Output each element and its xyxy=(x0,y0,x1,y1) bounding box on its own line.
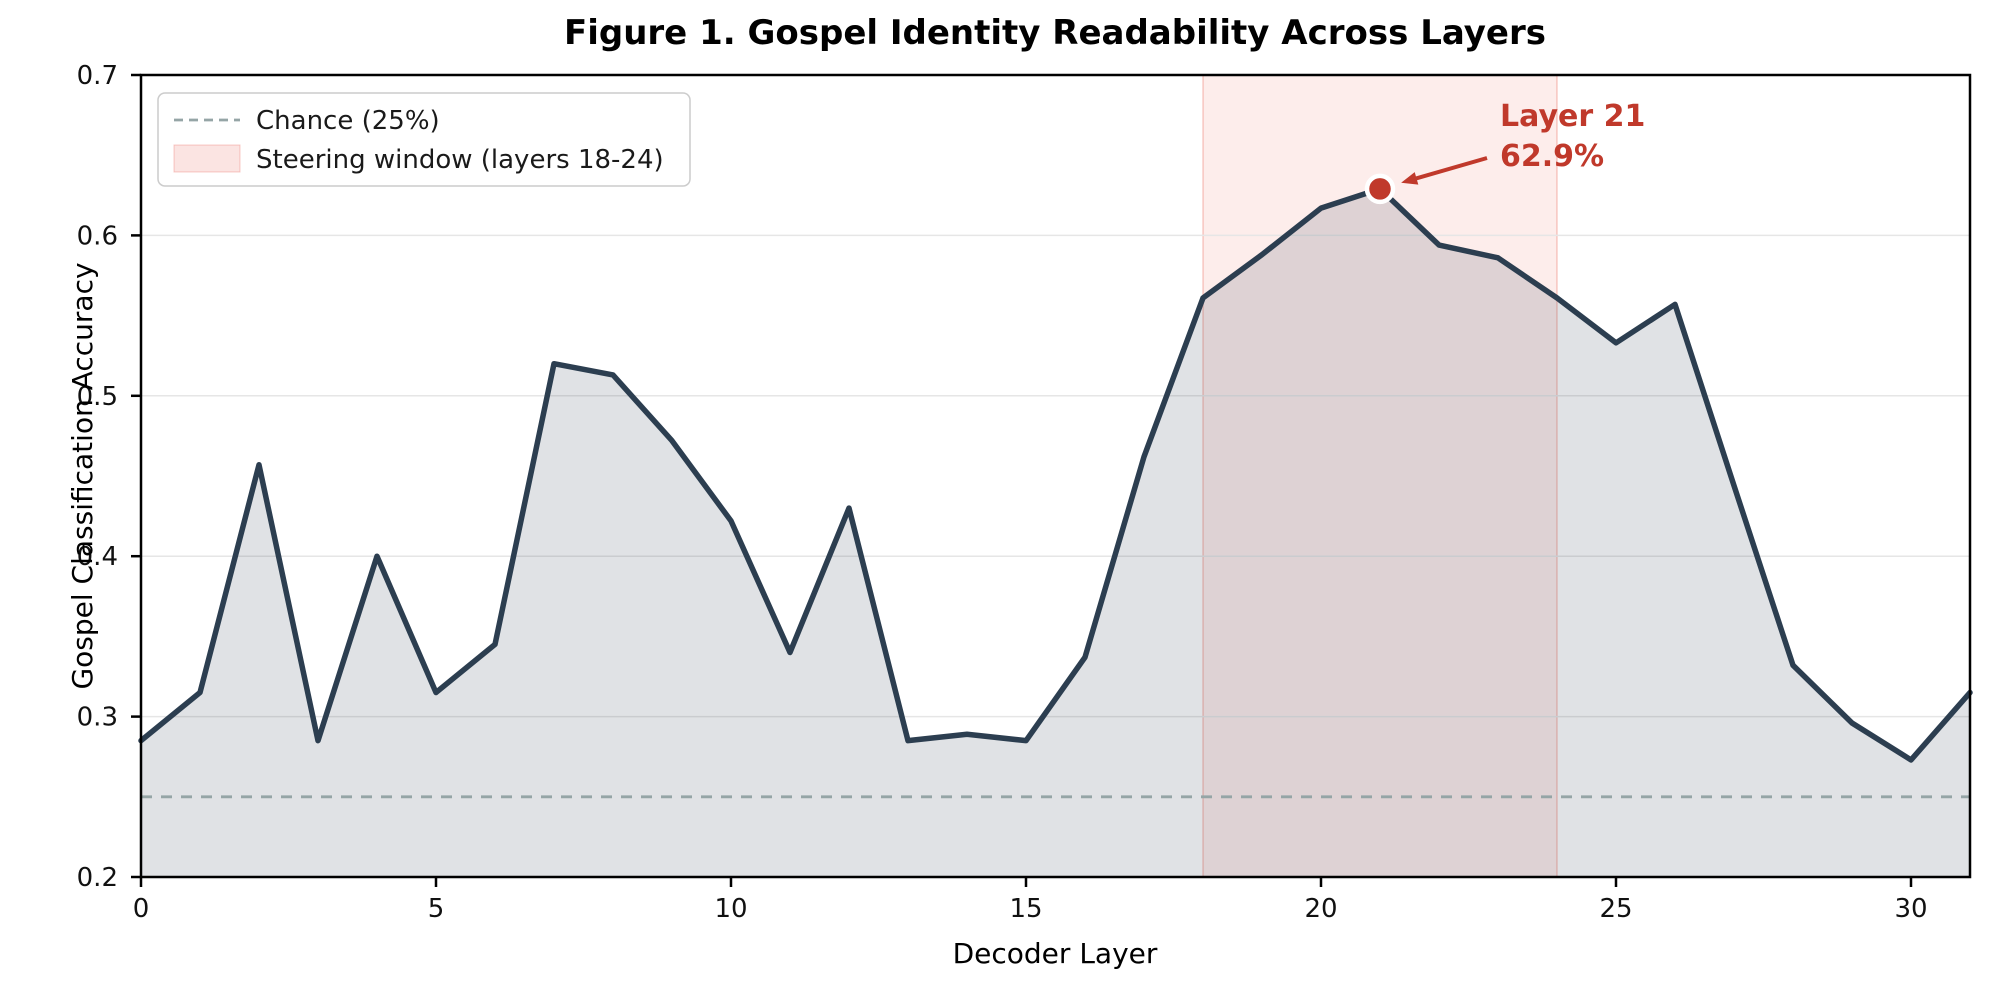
legend-box xyxy=(157,92,691,187)
annotation-arrow-line xyxy=(1412,156,1488,182)
plot-area: 0 5 10 15 20 25 30 0.2 0.3 0.4 0.5 0.6 0.7 xyxy=(77,61,1973,924)
y-tick-label: 0.6 xyxy=(77,221,118,251)
y-tick-label: 0.5 xyxy=(77,382,118,412)
annotation-layer-label: Layer 21 xyxy=(1500,99,1645,134)
x-tick-label: 30 xyxy=(1894,894,1927,924)
x-tick-label: 15 xyxy=(1009,894,1042,924)
chart-title: Figure 1. Gospel Identity Readability Ac… xyxy=(564,13,1546,53)
y-tick-label: 0.2 xyxy=(77,863,118,893)
annotation-arrowhead xyxy=(1401,172,1419,185)
peak-annotation: Layer 21 62.9% xyxy=(1500,99,1645,174)
x-tick-label: 25 xyxy=(1599,894,1632,924)
annotation-value-label: 62.9% xyxy=(1500,139,1604,174)
plot-border xyxy=(139,73,1972,879)
x-axis-label: Decoder Layer xyxy=(953,937,1158,970)
x-tick-label: 0 xyxy=(133,894,150,924)
peak-marker xyxy=(1364,173,1396,205)
y-tick-label: 0.3 xyxy=(77,703,118,733)
steering-window-region xyxy=(1202,74,1558,878)
legend-chance-label: Chance (25%) xyxy=(256,106,440,136)
y-axis-label: Gospel Classification Accuracy xyxy=(66,262,99,689)
y-tick-label: 0.7 xyxy=(77,61,118,91)
legend: Chance (25%) Steering window (layers 18-… xyxy=(157,92,691,187)
y-tick-label: 0.4 xyxy=(77,542,118,572)
legend-window-label: Steering window (layers 18-24) xyxy=(256,145,664,175)
accuracy-line xyxy=(138,186,1973,763)
x-tick-label: 5 xyxy=(428,894,445,924)
legend-window-swatch-patch xyxy=(173,144,241,173)
x-tick-label: 20 xyxy=(1304,894,1337,924)
area-fill xyxy=(141,188,1970,877)
x-tick-label: 10 xyxy=(714,894,747,924)
